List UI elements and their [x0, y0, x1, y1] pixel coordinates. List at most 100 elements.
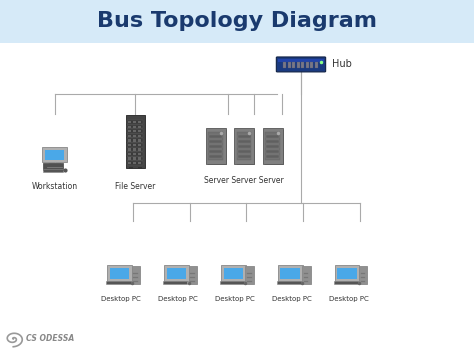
FancyBboxPatch shape: [306, 62, 309, 68]
FancyBboxPatch shape: [128, 121, 131, 123]
FancyBboxPatch shape: [133, 126, 136, 128]
FancyBboxPatch shape: [237, 140, 251, 143]
FancyBboxPatch shape: [138, 162, 141, 164]
FancyBboxPatch shape: [281, 268, 300, 279]
FancyBboxPatch shape: [128, 135, 131, 137]
FancyBboxPatch shape: [127, 138, 143, 142]
FancyBboxPatch shape: [337, 268, 356, 279]
FancyBboxPatch shape: [266, 140, 279, 143]
FancyBboxPatch shape: [138, 167, 142, 169]
Text: Server Server Server: Server Server Server: [204, 176, 284, 185]
FancyBboxPatch shape: [164, 265, 189, 281]
Text: Desktop PC: Desktop PC: [215, 296, 255, 302]
FancyBboxPatch shape: [209, 135, 222, 138]
FancyBboxPatch shape: [133, 135, 136, 137]
FancyBboxPatch shape: [138, 135, 141, 137]
FancyBboxPatch shape: [127, 157, 143, 160]
FancyBboxPatch shape: [42, 147, 67, 162]
Text: File Server: File Server: [115, 182, 155, 190]
FancyBboxPatch shape: [220, 281, 245, 284]
FancyBboxPatch shape: [209, 132, 223, 160]
FancyBboxPatch shape: [292, 62, 295, 68]
FancyBboxPatch shape: [277, 281, 301, 284]
FancyBboxPatch shape: [128, 139, 131, 142]
FancyBboxPatch shape: [359, 266, 367, 284]
FancyBboxPatch shape: [237, 130, 255, 165]
FancyBboxPatch shape: [43, 163, 63, 170]
FancyBboxPatch shape: [138, 130, 141, 132]
FancyBboxPatch shape: [310, 62, 313, 68]
FancyBboxPatch shape: [133, 157, 136, 160]
FancyBboxPatch shape: [247, 273, 252, 274]
FancyBboxPatch shape: [278, 59, 324, 62]
Text: Desktop PC: Desktop PC: [272, 296, 311, 302]
FancyBboxPatch shape: [45, 150, 64, 160]
Text: Desktop PC: Desktop PC: [101, 296, 141, 302]
FancyBboxPatch shape: [209, 155, 222, 158]
FancyBboxPatch shape: [127, 125, 143, 129]
FancyBboxPatch shape: [361, 281, 365, 282]
FancyBboxPatch shape: [304, 281, 309, 282]
Text: Hub: Hub: [332, 59, 352, 69]
Text: CS ODESSA: CS ODESSA: [26, 334, 74, 344]
FancyBboxPatch shape: [133, 130, 136, 132]
FancyBboxPatch shape: [237, 155, 251, 158]
FancyBboxPatch shape: [247, 277, 252, 278]
FancyBboxPatch shape: [128, 162, 131, 164]
FancyBboxPatch shape: [191, 273, 195, 274]
FancyBboxPatch shape: [209, 145, 222, 148]
FancyBboxPatch shape: [209, 150, 222, 153]
FancyBboxPatch shape: [361, 273, 365, 274]
FancyBboxPatch shape: [237, 145, 251, 148]
FancyBboxPatch shape: [138, 126, 141, 128]
FancyBboxPatch shape: [138, 121, 141, 123]
Text: Workstation: Workstation: [31, 182, 78, 190]
FancyBboxPatch shape: [138, 139, 141, 142]
FancyBboxPatch shape: [138, 157, 141, 160]
FancyBboxPatch shape: [334, 281, 358, 284]
FancyBboxPatch shape: [167, 268, 186, 279]
FancyBboxPatch shape: [127, 143, 143, 147]
FancyBboxPatch shape: [266, 155, 279, 158]
FancyBboxPatch shape: [127, 161, 143, 165]
FancyBboxPatch shape: [276, 57, 326, 72]
FancyBboxPatch shape: [127, 152, 143, 156]
FancyBboxPatch shape: [278, 265, 302, 281]
FancyBboxPatch shape: [128, 148, 131, 151]
FancyBboxPatch shape: [138, 148, 141, 151]
Text: Bus Topology Diagram: Bus Topology Diagram: [97, 11, 377, 31]
FancyBboxPatch shape: [128, 153, 131, 155]
FancyBboxPatch shape: [133, 153, 136, 155]
FancyBboxPatch shape: [108, 265, 132, 281]
FancyBboxPatch shape: [189, 266, 197, 284]
FancyBboxPatch shape: [133, 162, 136, 164]
FancyBboxPatch shape: [263, 128, 283, 164]
FancyBboxPatch shape: [208, 130, 227, 165]
Text: Desktop PC: Desktop PC: [328, 296, 368, 302]
FancyBboxPatch shape: [134, 281, 138, 282]
FancyBboxPatch shape: [110, 268, 129, 279]
FancyBboxPatch shape: [237, 135, 251, 138]
FancyBboxPatch shape: [266, 145, 279, 148]
FancyBboxPatch shape: [247, 281, 252, 282]
FancyBboxPatch shape: [265, 132, 280, 160]
FancyBboxPatch shape: [224, 268, 243, 279]
FancyBboxPatch shape: [297, 62, 300, 68]
FancyBboxPatch shape: [133, 121, 136, 123]
FancyBboxPatch shape: [335, 265, 359, 281]
FancyBboxPatch shape: [134, 277, 138, 278]
FancyBboxPatch shape: [302, 266, 310, 284]
FancyBboxPatch shape: [128, 126, 131, 128]
FancyBboxPatch shape: [43, 169, 63, 172]
FancyBboxPatch shape: [127, 134, 143, 137]
FancyBboxPatch shape: [234, 128, 254, 164]
Text: Desktop PC: Desktop PC: [158, 296, 198, 302]
FancyBboxPatch shape: [191, 281, 195, 282]
FancyBboxPatch shape: [163, 281, 188, 284]
FancyBboxPatch shape: [266, 150, 279, 153]
FancyBboxPatch shape: [133, 144, 136, 146]
FancyBboxPatch shape: [127, 129, 143, 133]
FancyBboxPatch shape: [221, 265, 246, 281]
FancyBboxPatch shape: [246, 266, 254, 284]
FancyBboxPatch shape: [288, 62, 291, 68]
